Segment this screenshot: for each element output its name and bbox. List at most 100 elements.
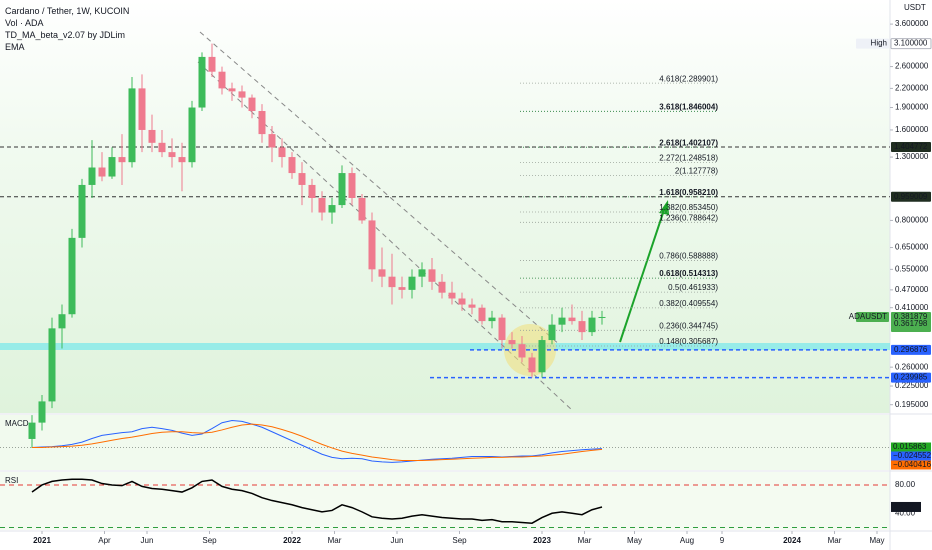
symbol-title: Cardano / Tether, 1W, KUCOIN bbox=[5, 6, 130, 16]
channel-line bbox=[199, 31, 561, 346]
candle-body bbox=[598, 316, 606, 318]
indicator-legend: TD_MA_beta_v2.07 by JDLim bbox=[5, 30, 126, 40]
candle-body bbox=[28, 422, 36, 439]
candle-body bbox=[278, 147, 286, 158]
x-tick-label: 2022 bbox=[283, 536, 301, 545]
fib-label: 0.786(0.588888) bbox=[659, 252, 718, 261]
currency: USDT bbox=[904, 3, 926, 12]
x-tick-label: Aug bbox=[680, 536, 694, 545]
candle-body bbox=[168, 152, 176, 158]
price-tag-label: 0.239985 bbox=[894, 373, 928, 382]
y-tick-label: 0.470000 bbox=[895, 285, 929, 294]
candle-body bbox=[328, 205, 336, 213]
candle-body bbox=[198, 56, 206, 108]
support-band bbox=[0, 343, 890, 350]
rsi-tag bbox=[891, 501, 921, 512]
x-tick-label: Mar bbox=[578, 536, 592, 545]
candle-body bbox=[378, 269, 386, 277]
y-tick-label: 0.260000 bbox=[895, 362, 929, 371]
fib-label: 0.148(0.305687) bbox=[659, 337, 718, 346]
rsi-line bbox=[31, 478, 603, 524]
price-tag bbox=[891, 319, 931, 330]
candle-body bbox=[358, 198, 366, 221]
fib-label: 1.236(0.788642) bbox=[659, 213, 718, 222]
price-tag bbox=[891, 344, 931, 355]
x-tick-label: 2024 bbox=[783, 536, 801, 545]
candle-body bbox=[218, 71, 226, 89]
x-tick-label: May bbox=[627, 536, 642, 545]
candle-body bbox=[188, 107, 196, 163]
rsi-tick-label: 80.00 bbox=[895, 480, 916, 489]
y-tick-label: 0.410000 bbox=[895, 303, 929, 312]
volume-legend: Vol · ADA bbox=[5, 18, 44, 28]
x-tick-label: 2021 bbox=[33, 536, 51, 545]
price-tag bbox=[891, 141, 931, 152]
candle-body bbox=[518, 344, 526, 358]
x-tick-label: Jun bbox=[141, 536, 154, 545]
candle-body bbox=[128, 88, 136, 163]
candle-body bbox=[488, 317, 496, 322]
x-tick-label: Mar bbox=[828, 536, 842, 545]
price-tag-label: 3.100000 bbox=[894, 39, 928, 48]
candle-body bbox=[368, 220, 376, 270]
candle-body bbox=[348, 173, 356, 199]
fib-label: 1.382(0.853450) bbox=[659, 203, 718, 212]
candle-body bbox=[208, 56, 216, 72]
forecast-arrow bbox=[619, 209, 665, 343]
candle-body bbox=[108, 157, 116, 177]
candle-body bbox=[458, 298, 466, 305]
candle-body bbox=[528, 357, 536, 373]
fib-label: 4.618(2.289901) bbox=[659, 74, 718, 83]
price-tag-label: 0.361798 bbox=[894, 319, 928, 328]
candle-body bbox=[38, 401, 46, 423]
candle-body bbox=[268, 134, 276, 148]
fib-label: 1.618(0.958210) bbox=[659, 188, 718, 197]
candle-body bbox=[508, 340, 516, 345]
candle-body bbox=[238, 91, 246, 98]
candle-body bbox=[408, 276, 416, 290]
price-tag-label: 0.381879 bbox=[894, 312, 928, 321]
candle-body bbox=[98, 167, 106, 177]
candle-body bbox=[158, 142, 166, 153]
candle-body bbox=[588, 317, 596, 333]
y-tick-label: 2.600000 bbox=[895, 62, 929, 71]
candle-body bbox=[58, 314, 66, 329]
price-tag bbox=[891, 372, 931, 383]
tag-note: High bbox=[871, 39, 887, 48]
rsi-tick-label: 40.00 bbox=[895, 508, 916, 517]
y-tick-label: 0.195000 bbox=[895, 400, 929, 409]
x-tick-label: Mar bbox=[328, 536, 342, 545]
y-tick-label: 3.600000 bbox=[895, 19, 929, 28]
price-tag-label: 0.296876 bbox=[894, 345, 928, 354]
y-tick-label: 2.200000 bbox=[895, 83, 929, 92]
candle-body bbox=[448, 292, 456, 299]
macd-title: MACD bbox=[5, 419, 29, 428]
macd-tag-label: −0.024552 bbox=[893, 451, 932, 460]
macd-tag bbox=[891, 460, 931, 470]
candle-body bbox=[48, 328, 56, 402]
fib-label: 2.618(1.402107) bbox=[659, 138, 718, 147]
candle-body bbox=[338, 173, 346, 206]
candle-body bbox=[138, 88, 146, 130]
fib-label: 0.618(0.514313) bbox=[659, 269, 718, 278]
candle-body bbox=[578, 321, 586, 333]
candle-body bbox=[568, 317, 576, 322]
candle-body bbox=[558, 317, 566, 325]
y-tick-label: 1.300000 bbox=[895, 152, 929, 161]
y-tick-label: 0.225000 bbox=[895, 381, 929, 390]
tag-note-box bbox=[856, 311, 889, 322]
price-tag-label: 0.959009 bbox=[894, 192, 928, 201]
fib-label: 0.236(0.344745) bbox=[659, 321, 718, 330]
candle-body bbox=[68, 237, 76, 315]
x-tick-label: 9 bbox=[720, 536, 725, 545]
price-tag bbox=[890, 38, 932, 50]
candle-body bbox=[298, 173, 306, 185]
macd-tag bbox=[891, 442, 931, 452]
candle-body bbox=[438, 281, 446, 293]
candle-body bbox=[538, 340, 546, 373]
candle-body bbox=[88, 167, 96, 185]
x-tick-label: Apr bbox=[98, 536, 111, 545]
candle-body bbox=[148, 129, 156, 143]
macd-tag-label: −0.040416 bbox=[893, 460, 932, 469]
